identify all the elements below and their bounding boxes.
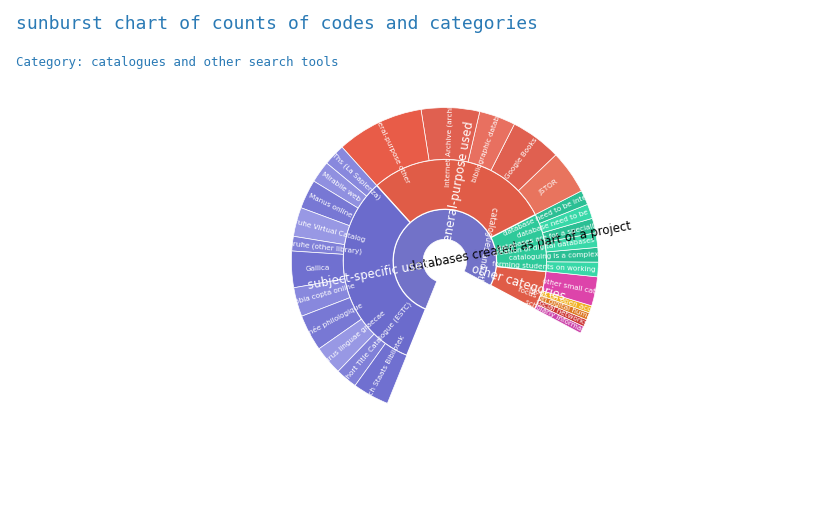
Text: Google Books: Google Books <box>503 137 538 180</box>
Wedge shape <box>539 296 589 320</box>
Text: creation of digital databases of manuscripts: creation of digital databases of manuscr… <box>492 230 650 258</box>
Text: Munich Staats Bibliotek: Munich Staats Bibliotek <box>360 334 406 411</box>
Wedge shape <box>421 107 480 162</box>
Wedge shape <box>546 262 598 277</box>
Wedge shape <box>541 291 592 313</box>
Text: other categories: other categories <box>470 263 567 304</box>
Text: thesaurus linguae graecae: thesaurus linguae graecae <box>309 310 387 377</box>
Text: scholarly information: scholarly information <box>524 299 594 338</box>
Wedge shape <box>342 110 429 186</box>
Wedge shape <box>377 159 535 237</box>
Wedge shape <box>294 279 350 316</box>
Wedge shape <box>468 112 514 170</box>
Text: The English Short Title Catalogue (ESTC): The English Short Title Catalogue (ESTC) <box>313 301 412 417</box>
Wedge shape <box>302 298 361 349</box>
Text: JSTOR: JSTOR <box>539 178 560 196</box>
Text: subject-specific used: subject-specific used <box>307 257 432 292</box>
Wedge shape <box>292 236 344 255</box>
Text: Karlsruhe (other library): Karlsruhe (other library) <box>274 238 361 255</box>
Wedge shape <box>291 251 344 288</box>
Wedge shape <box>491 124 556 191</box>
Wedge shape <box>543 272 597 306</box>
Text: Category: catalogues and other search tools: Category: catalogues and other search to… <box>16 56 339 69</box>
Wedge shape <box>518 155 582 214</box>
Text: Karlsruhe Virtual Catalog: Karlsruhe Virtual Catalog <box>277 214 366 243</box>
Text: sunburst chart of counts of codes and categories: sunburst chart of counts of codes and ca… <box>16 15 539 33</box>
Wedge shape <box>543 219 596 242</box>
Wedge shape <box>539 204 592 233</box>
Wedge shape <box>537 300 587 327</box>
Wedge shape <box>534 304 583 333</box>
Wedge shape <box>546 247 598 262</box>
Text: catalogues and other search to: catalogues and other search to <box>463 206 499 331</box>
Text: other small cat.: other small cat. <box>542 278 598 295</box>
Text: forming students on working with databases: forming students on working with databas… <box>492 261 653 275</box>
Text: année philologique: année philologique <box>300 302 364 340</box>
Wedge shape <box>301 181 358 226</box>
Wedge shape <box>294 208 349 245</box>
Text: Manus online: Manus online <box>308 192 353 219</box>
Text: cataloguing is a complex operation: cataloguing is a complex operation <box>509 250 636 262</box>
Text: database need to be interoperable: database need to be interoperable <box>503 179 619 237</box>
Wedge shape <box>326 147 377 196</box>
Wedge shape <box>393 209 497 309</box>
Wedge shape <box>545 233 598 252</box>
Text: Bibbia copta online: Bibbia copta online <box>288 283 356 307</box>
Text: Internet Archive (archive.org): Internet Archive (archive.org) <box>445 80 455 187</box>
Text: Gallica: Gallica <box>305 264 330 272</box>
Text: general-purpose used: general-purpose used <box>441 121 477 250</box>
Wedge shape <box>319 319 374 371</box>
Text: general-purpose other: general-purpose other <box>370 108 410 184</box>
Wedge shape <box>490 266 546 309</box>
Wedge shape <box>355 344 406 404</box>
Wedge shape <box>314 163 366 208</box>
Text: BAThs (La Sapienza): BAThs (La Sapienza) <box>324 145 382 200</box>
Text: focus on digital humanities: focus on digital humanities <box>517 286 610 328</box>
Text: focus on open access: focus on open access <box>529 286 604 316</box>
Wedge shape <box>491 214 547 272</box>
Wedge shape <box>343 186 425 355</box>
Wedge shape <box>535 191 588 224</box>
Text: database need to be "alive": database need to be "alive" <box>517 200 614 239</box>
Wedge shape <box>338 334 385 385</box>
Text: bibliographic databases: bibliographic databases <box>471 99 506 183</box>
Text: Mirabile web: Mirabile web <box>321 171 361 203</box>
Text: databases are for a specialized audience: databases are for a specialized audience <box>496 211 641 251</box>
Text: databases created as part of a project: databases created as part of a project <box>408 220 632 274</box>
Text: social networks: social networks <box>534 299 588 327</box>
